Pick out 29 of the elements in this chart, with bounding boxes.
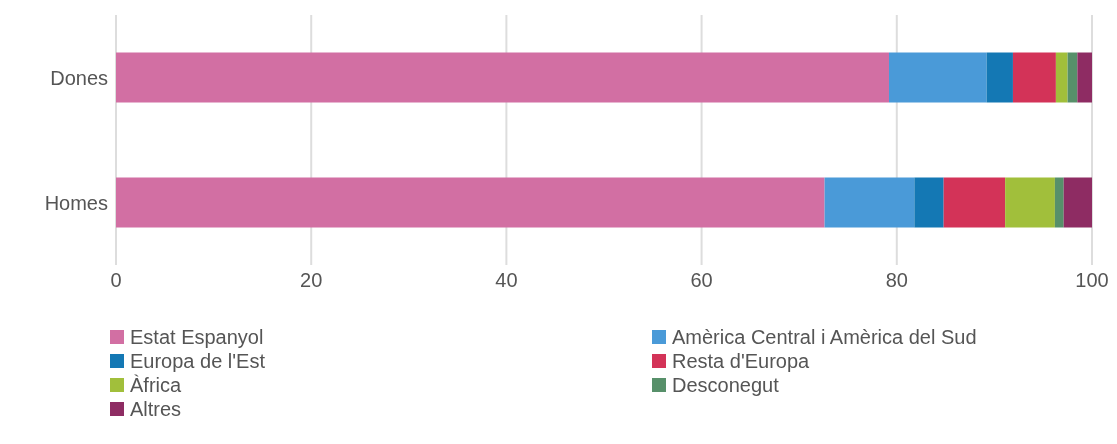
bar: [1005, 177, 1055, 228]
legend-label: Amèrica Central i Amèrica del Sud: [672, 325, 977, 349]
legend-label: Europa de l'Est: [130, 349, 266, 373]
bar: [888, 52, 987, 103]
legend-label: Resta d'Europa: [672, 349, 810, 373]
bar: [986, 52, 1013, 103]
bar: [1054, 177, 1064, 228]
y-tick-label: Homes: [44, 191, 108, 214]
bar: [914, 177, 944, 228]
legend-label: Àfrica: [130, 373, 182, 397]
bar: [116, 52, 889, 103]
x-tick-label: 80: [885, 269, 908, 292]
legend-label: Estat Espanyol: [130, 325, 264, 349]
bar: [1067, 52, 1078, 103]
x-tick-label: 40: [495, 269, 518, 292]
x-tick-label: 60: [690, 269, 713, 292]
bar: [1055, 52, 1068, 103]
x-tick-label: 0: [110, 269, 122, 292]
x-tick-label: 20: [300, 269, 323, 292]
bar: [1063, 177, 1092, 228]
bar: [824, 177, 915, 228]
bar: [116, 177, 825, 228]
y-tick-label: Dones: [50, 66, 108, 89]
bar: [1077, 52, 1092, 103]
legend-label: Desconegut: [672, 373, 779, 397]
bar: [1012, 52, 1056, 103]
bar: [943, 177, 1006, 228]
x-tick-label: 100: [1075, 269, 1109, 292]
legend-label: Altres: [130, 397, 182, 421]
